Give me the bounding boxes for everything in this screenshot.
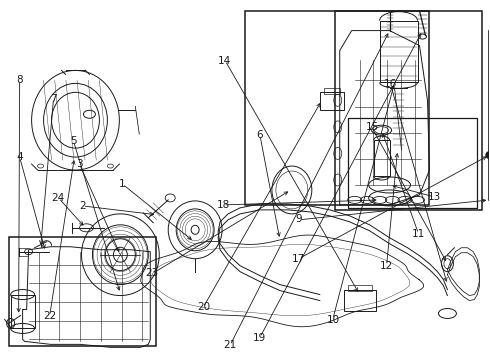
Text: 16: 16 [384, 79, 397, 89]
Text: 7: 7 [50, 94, 57, 104]
Text: 14: 14 [218, 56, 231, 66]
Text: 3: 3 [76, 159, 83, 169]
Text: 24: 24 [52, 193, 65, 203]
Text: 11: 11 [412, 229, 425, 239]
Text: 15: 15 [366, 122, 379, 132]
Circle shape [485, 151, 490, 159]
Bar [380, 21, 417, 82]
Bar [335, 11, 482, 210]
Bar [245, 11, 429, 205]
Text: 22: 22 [43, 311, 56, 321]
Text: 17: 17 [292, 254, 305, 264]
Text: 8: 8 [16, 75, 23, 85]
Text: 2: 2 [79, 201, 86, 211]
Text: 4: 4 [16, 152, 23, 162]
Text: 20: 20 [197, 302, 210, 312]
Bar [343, 289, 376, 311]
Text: 10: 10 [326, 315, 340, 325]
Text: 13: 13 [428, 192, 441, 202]
Text: 9: 9 [295, 215, 302, 224]
Bar [324, 88, 340, 94]
Bar [11, 294, 35, 328]
Bar [348, 285, 371, 291]
Text: 18: 18 [217, 200, 230, 210]
Bar [320, 92, 343, 110]
Bar [374, 140, 390, 176]
Text: 21: 21 [224, 340, 237, 350]
Text: 1: 1 [119, 179, 125, 189]
Text: 6: 6 [256, 130, 263, 140]
Bar [348, 118, 477, 208]
Text: 23: 23 [146, 268, 159, 278]
Text: 19: 19 [253, 333, 266, 343]
Text: 12: 12 [380, 261, 393, 271]
Bar [9, 237, 156, 346]
Text: 5: 5 [70, 136, 76, 146]
